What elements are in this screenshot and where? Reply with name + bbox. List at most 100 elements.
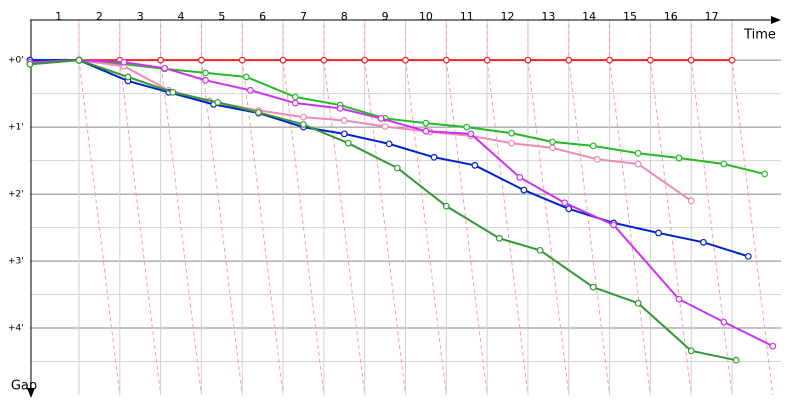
data-point xyxy=(385,140,393,148)
y-tick-label: +4' xyxy=(8,324,24,334)
data-point xyxy=(634,160,642,168)
lap-line xyxy=(609,60,651,396)
lap-line xyxy=(323,60,366,396)
data-point xyxy=(442,56,450,64)
data-point xyxy=(247,86,254,94)
x-tick-label: 8 xyxy=(341,10,348,23)
data-point xyxy=(340,130,348,138)
data-point xyxy=(495,234,503,242)
data-point xyxy=(520,186,528,194)
data-point xyxy=(516,173,524,181)
data-point xyxy=(198,56,205,64)
data-point xyxy=(744,252,752,260)
x-tick-label: 12 xyxy=(501,10,515,23)
data-point xyxy=(393,164,401,172)
series-line xyxy=(29,59,765,175)
data-point xyxy=(255,109,262,116)
data-point xyxy=(634,149,642,157)
data-point xyxy=(169,88,177,96)
data-point xyxy=(634,299,642,307)
y-tick-label: +3' xyxy=(8,257,24,267)
data-point xyxy=(120,58,128,66)
data-point xyxy=(377,115,385,122)
x-tick-label: 14 xyxy=(582,10,596,23)
data-point xyxy=(291,93,299,101)
lap-line xyxy=(78,60,121,396)
data-point xyxy=(687,197,695,205)
lap-line xyxy=(568,60,611,396)
data-point xyxy=(589,283,597,291)
data-point xyxy=(422,127,430,135)
data-point xyxy=(124,73,132,81)
data-point xyxy=(769,342,777,350)
data-point xyxy=(606,56,613,64)
lap-line xyxy=(200,60,243,396)
data-point xyxy=(687,347,695,355)
data-point xyxy=(467,130,475,138)
x-tick-label: 4 xyxy=(178,10,185,23)
x-tick-label: 11 xyxy=(460,10,474,23)
data-point xyxy=(361,56,369,64)
data-point xyxy=(340,117,348,124)
y-tick-label: +0' xyxy=(8,56,24,66)
x-tick-label: 2 xyxy=(96,10,103,23)
data-point xyxy=(214,98,222,106)
y-axis-arrow xyxy=(27,388,35,398)
data-point xyxy=(508,139,516,147)
series-line xyxy=(29,59,774,348)
data-point xyxy=(565,205,573,213)
data-point xyxy=(483,56,491,64)
x-tick-label: 17 xyxy=(705,10,719,23)
data-point xyxy=(589,142,597,150)
data-point xyxy=(300,113,307,121)
lap-line xyxy=(241,60,284,396)
data-point xyxy=(242,73,250,81)
data-point xyxy=(161,64,169,72)
data-point xyxy=(646,56,654,64)
x-tick-label: 10 xyxy=(419,10,433,23)
lap-line xyxy=(649,60,692,396)
data-point xyxy=(202,69,209,77)
lap-line xyxy=(731,60,774,396)
data-point xyxy=(300,121,307,128)
data-point xyxy=(720,318,728,326)
data-point xyxy=(336,104,344,112)
data-point xyxy=(75,56,83,64)
data-point xyxy=(655,229,662,237)
x-tick-label: 9 xyxy=(382,10,389,23)
data-point xyxy=(381,123,389,130)
x-tick-label: 16 xyxy=(664,10,678,23)
series-line xyxy=(29,59,737,362)
data-point xyxy=(202,76,209,84)
data-point xyxy=(291,99,299,107)
data-point xyxy=(610,221,618,229)
data-point xyxy=(238,56,246,64)
series-line xyxy=(29,59,692,202)
x-tick-label: 15 xyxy=(623,10,637,23)
lap-line xyxy=(690,60,733,396)
y-tick-label: +2' xyxy=(8,190,24,200)
data-point xyxy=(430,153,438,161)
data-point xyxy=(687,56,695,64)
data-point xyxy=(279,56,287,64)
data-point xyxy=(732,356,740,364)
data-point xyxy=(157,56,165,64)
data-point xyxy=(700,238,707,246)
x-tick-label: 13 xyxy=(541,10,555,23)
data-point xyxy=(593,155,601,163)
x-tick-label: 1 xyxy=(55,10,62,23)
x-tick-label: 6 xyxy=(259,10,266,23)
data-point xyxy=(422,119,430,127)
data-point xyxy=(549,144,556,152)
data-point xyxy=(675,295,683,303)
data-point xyxy=(565,56,573,64)
data-point xyxy=(549,138,556,146)
lap-line xyxy=(486,60,529,396)
data-point xyxy=(720,160,728,168)
lap-line xyxy=(445,60,488,396)
data-point xyxy=(508,129,516,137)
x-tick-label: 3 xyxy=(137,10,144,23)
x-axis-arrow xyxy=(771,16,781,24)
